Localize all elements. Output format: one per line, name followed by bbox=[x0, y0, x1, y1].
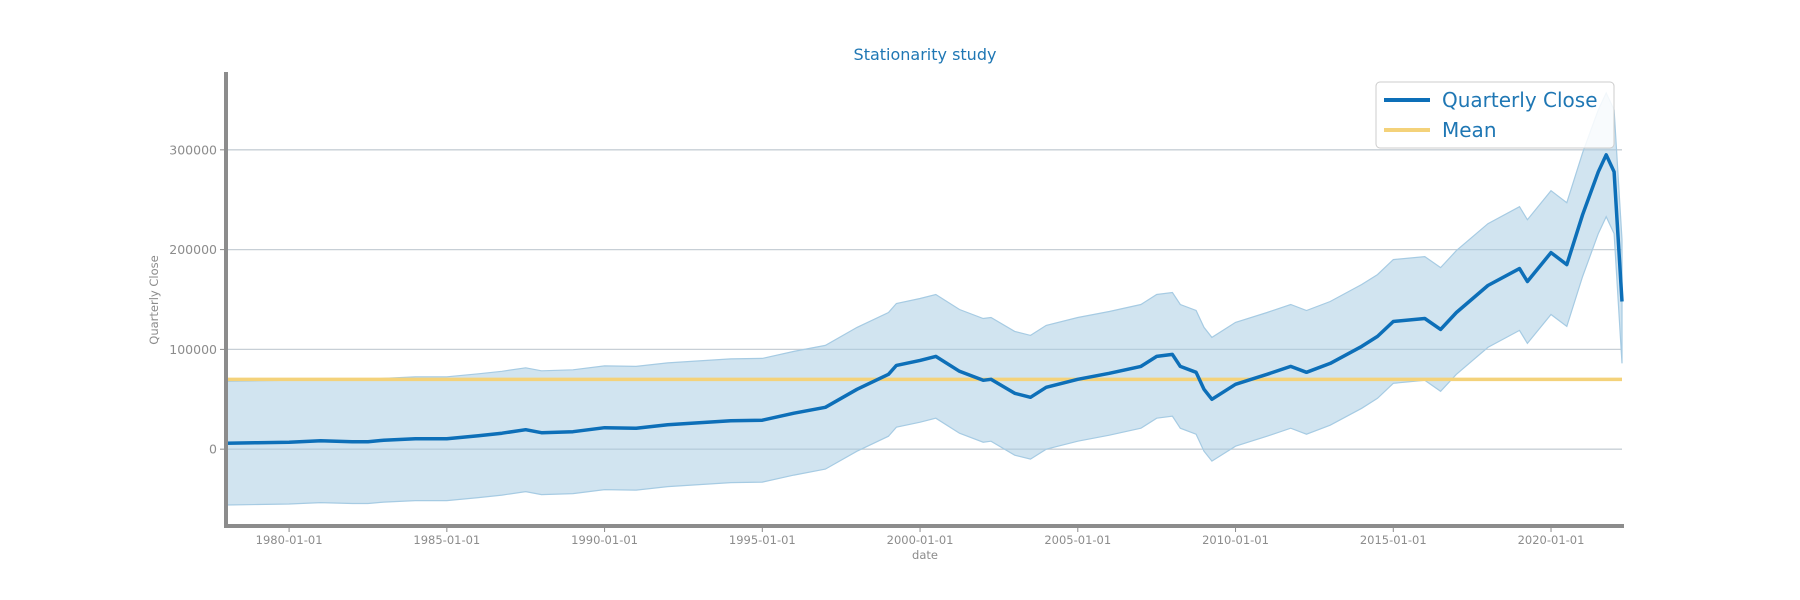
chart-title: Stationarity study bbox=[854, 45, 997, 64]
x-axis-ticks: 1980-01-01 1985-01-01 1990-01-01 1995-01-01… bbox=[256, 526, 1585, 547]
x-tick-label: 1990-01-01 bbox=[571, 533, 638, 547]
y-tick-label: 0 bbox=[209, 442, 217, 457]
x-tick-label: 1985-01-01 bbox=[413, 533, 480, 547]
x-tick-label: 2005-01-01 bbox=[1044, 533, 1111, 547]
x-tick-label: 2020-01-01 bbox=[1518, 533, 1585, 547]
legend: Quarterly Close Mean bbox=[1375, 81, 1615, 149]
x-axis-label: date bbox=[912, 548, 938, 562]
x-tick-label: 1995-01-01 bbox=[729, 533, 796, 547]
legend-frame bbox=[1375, 81, 1615, 149]
quarterly-close-line bbox=[225, 153, 1624, 445]
x-tick-label: 2015-01-01 bbox=[1360, 533, 1427, 547]
y-axis-label: Quarterly Close bbox=[147, 255, 161, 344]
x-tick-label: 1980-01-01 bbox=[256, 533, 323, 547]
rolling-band bbox=[225, 91, 1623, 506]
x-tick-label: 2010-01-01 bbox=[1202, 533, 1269, 547]
legend-label-quarterly-close: Quarterly Close bbox=[1442, 88, 1598, 112]
y-tick-label: 100000 bbox=[169, 342, 217, 357]
y-axis-ticks: 0 100000 200000 300000 bbox=[169, 142, 226, 457]
y-tick-label: 300000 bbox=[169, 142, 217, 157]
x-tick-label: 2000-01-01 bbox=[887, 533, 954, 547]
y-tick-label: 200000 bbox=[169, 242, 217, 257]
legend-label-mean: Mean bbox=[1442, 118, 1497, 142]
